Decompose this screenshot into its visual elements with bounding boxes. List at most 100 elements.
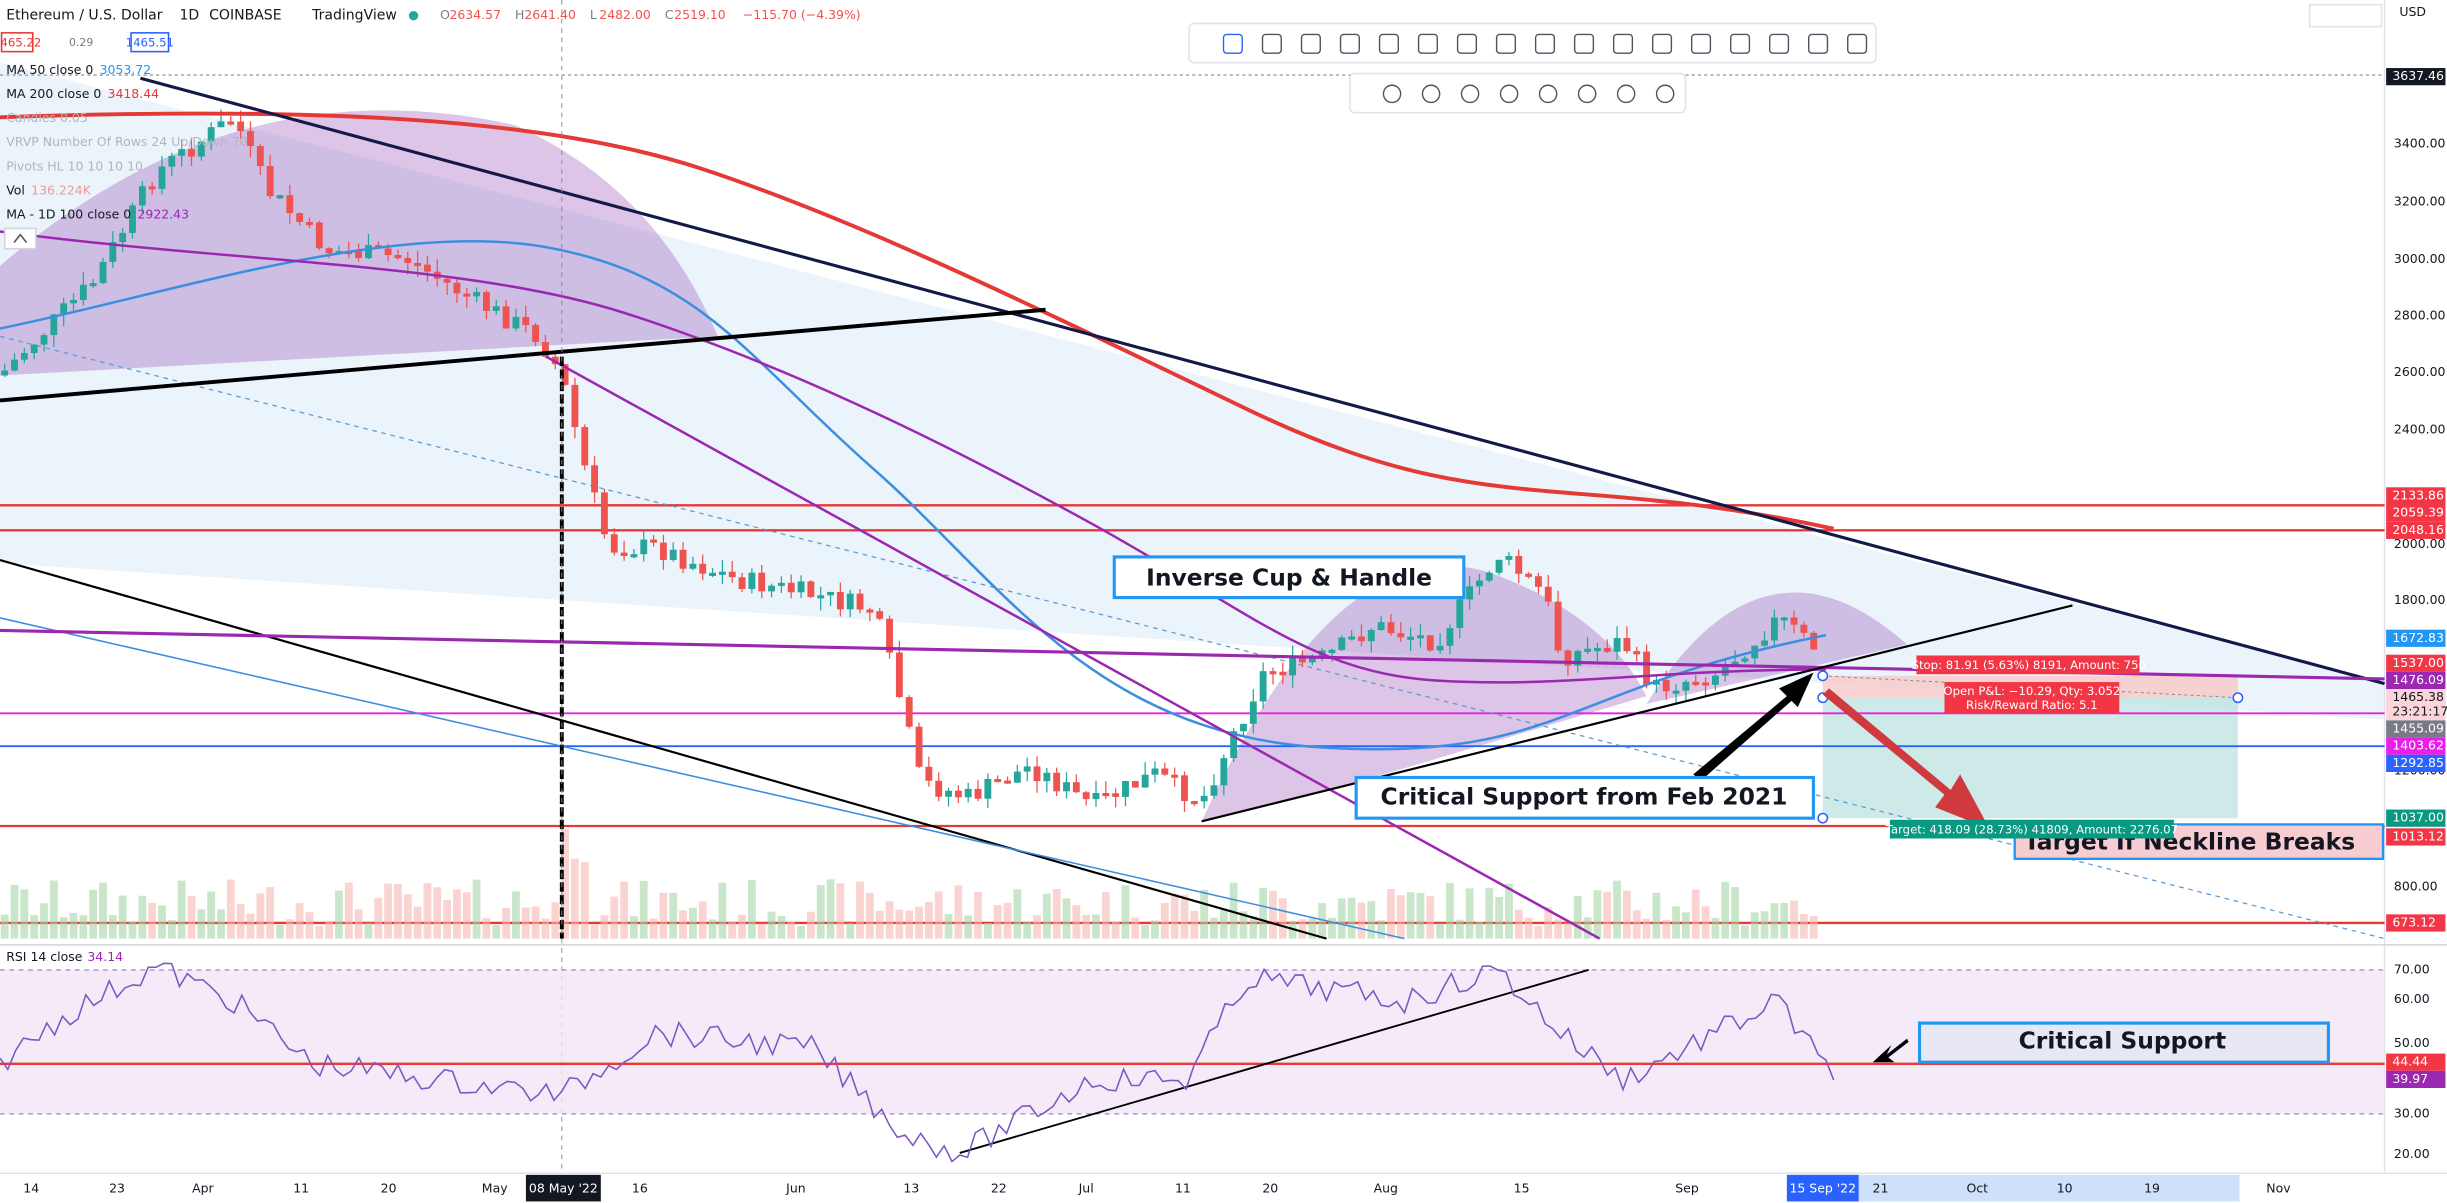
- currency[interactable]: USD: [2399, 4, 2426, 19]
- drawings: Inverse Cup & Handle Critical Support fr…: [0, 0, 2385, 1174]
- volume-bar: [708, 919, 717, 939]
- handle[interactable]: [1817, 812, 1829, 824]
- candle-body: [807, 581, 815, 597]
- tool-button[interactable]: [1495, 33, 1517, 54]
- rsi-arrow: [1872, 1038, 1909, 1063]
- cup-shape: [0, 110, 718, 376]
- candle-body: [1623, 637, 1631, 652]
- volume-bar: [885, 901, 894, 939]
- candle-body: [630, 554, 638, 558]
- handle[interactable]: [1817, 670, 1829, 682]
- tool-button[interactable]: [1534, 33, 1556, 54]
- annotation-box[interactable]: [1354, 775, 1815, 820]
- tool-button[interactable]: [1456, 33, 1478, 54]
- candle-body: [1682, 681, 1690, 691]
- indicator-label[interactable]: Candles 0.05: [6, 110, 88, 125]
- price-tag: [2386, 703, 2446, 721]
- price-tag: [2386, 504, 2446, 522]
- tool-button[interactable]: [1612, 33, 1634, 54]
- candle-body: [1063, 782, 1070, 792]
- candle-body: [1230, 731, 1238, 759]
- volume-bar: [1416, 892, 1425, 939]
- candle-body: [1122, 781, 1129, 797]
- tool-button[interactable]: [1339, 33, 1360, 54]
- volume-bar: [1387, 889, 1395, 939]
- volume-bar: [993, 904, 1002, 939]
- candle-body: [748, 572, 756, 590]
- candle-body: [227, 121, 235, 125]
- indicator-label[interactable]: MA - 1D 100 close 0: [6, 206, 131, 221]
- candle-body: [591, 465, 599, 493]
- indicator-label[interactable]: MA 50 close 0: [6, 62, 93, 77]
- spread: 0.29: [69, 36, 93, 49]
- volume-bar: [0, 914, 9, 939]
- candle-body: [1662, 679, 1670, 692]
- candle-body: [1436, 645, 1444, 651]
- candle-body: [1505, 556, 1513, 560]
- price-tag-text: 3637.46: [2392, 68, 2444, 83]
- volume-bar: [551, 902, 560, 939]
- tool-button[interactable]: [1655, 84, 1675, 104]
- candle-body: [60, 303, 68, 315]
- tool-button[interactable]: [1729, 33, 1751, 54]
- tool-button[interactable]: [1690, 33, 1712, 54]
- volume-bar: [1573, 895, 1582, 939]
- tool-button[interactable]: [1460, 84, 1480, 104]
- candle-body: [1102, 792, 1110, 797]
- indicator-label[interactable]: MA 200 close 0: [6, 86, 101, 101]
- tool-button[interactable]: [1222, 33, 1243, 54]
- volume-bar: [1505, 883, 1513, 939]
- bid[interactable]: 1465.22: [0, 36, 41, 50]
- trend-line: [140, 76, 2385, 686]
- candle-body: [846, 593, 854, 610]
- volume-bar: [1406, 892, 1415, 939]
- pnl-label: [1944, 682, 2120, 714]
- volume-bar: [630, 916, 638, 939]
- tool-button[interactable]: [1538, 84, 1558, 104]
- ask[interactable]: 1465.51: [126, 36, 174, 50]
- window-controls[interactable]: [2308, 3, 2383, 28]
- price-tag-text: 2048.16: [2392, 522, 2444, 537]
- tool-button[interactable]: [1261, 33, 1282, 54]
- candle-body: [109, 242, 117, 262]
- tool-button[interactable]: [1382, 84, 1402, 104]
- volume-bar: [688, 907, 697, 939]
- annotation-box[interactable]: [1112, 555, 1466, 600]
- tool-button[interactable]: [1421, 84, 1441, 104]
- tool-button[interactable]: [1651, 33, 1673, 54]
- ask-box[interactable]: [130, 32, 170, 53]
- tool-button[interactable]: [1808, 33, 1829, 54]
- candle-body: [1564, 650, 1572, 666]
- tool-button[interactable]: [1499, 84, 1519, 104]
- volume-bar: [1544, 907, 1553, 939]
- volume-bar: [118, 895, 127, 939]
- price-label: 3200.00: [2394, 193, 2446, 208]
- candle-body: [158, 166, 166, 189]
- indicator-label[interactable]: VRVP Number Of Rows 24 Up/Down 70: [6, 134, 247, 149]
- candle-body: [1072, 782, 1080, 793]
- support-arrow: [1693, 672, 1814, 781]
- price-tag-text: 1013.12: [2392, 828, 2444, 843]
- volume-bar: [1672, 906, 1680, 939]
- indicator-label[interactable]: Vol: [6, 182, 25, 197]
- bid-box[interactable]: [0, 32, 34, 53]
- tool-button[interactable]: [1378, 33, 1399, 54]
- tool-button[interactable]: [1300, 33, 1321, 54]
- candle-body: [1525, 573, 1533, 577]
- rsi-axis-label: 60.00: [2394, 991, 2430, 1006]
- tool-button[interactable]: [1577, 84, 1597, 104]
- tool-button[interactable]: [1616, 84, 1636, 104]
- handle[interactable]: [2232, 692, 2244, 704]
- candle-body: [1004, 780, 1011, 784]
- tool-button[interactable]: [1769, 33, 1790, 54]
- tool-button[interactable]: [1417, 33, 1439, 54]
- tool-button[interactable]: [1573, 33, 1595, 54]
- candle-body: [620, 552, 628, 557]
- volume-bar: [1564, 922, 1572, 939]
- annotation-box[interactable]: [1917, 1021, 2330, 1064]
- tool-button[interactable]: [1847, 33, 1868, 54]
- candle-body: [365, 245, 372, 259]
- collapse-button[interactable]: [3, 227, 37, 250]
- price-tag-text: 1537.00: [2392, 655, 2444, 670]
- indicator-label[interactable]: Pivots HL 10 10 10 10: [6, 158, 143, 173]
